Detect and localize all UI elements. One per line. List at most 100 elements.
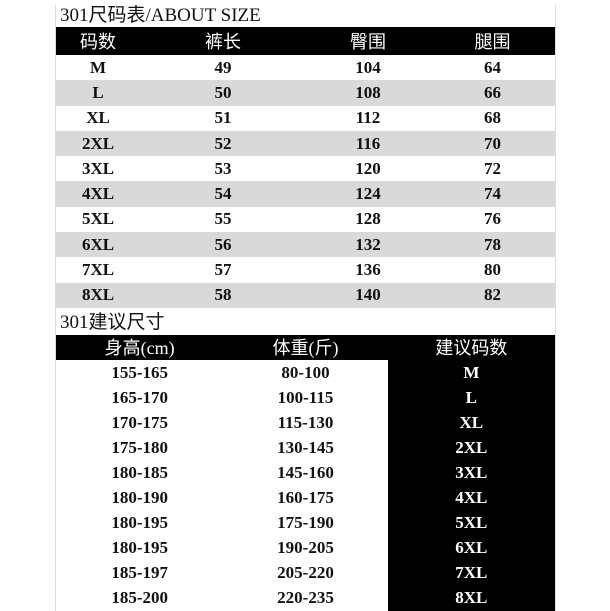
size-table-header: 码数 裤长 臀围 腿围 [56,27,555,55]
table-row: M 49 104 64 [56,55,555,80]
table-cell: 132 [355,234,381,254]
header-cell: 腿围 [474,32,511,52]
table-cell: 56 [214,234,232,254]
header-cell: 建议码数 [387,334,555,360]
table-cell: 5XL [387,510,555,536]
table-row: 3XL 53 120 72 [56,156,555,181]
table-cell: 175-180 [111,437,168,457]
table-cell: 128 [355,209,381,229]
table-cell: 2XL [387,435,555,461]
table-row: 180-185 145-160 3XL [56,460,555,486]
table-row: 4XL 54 124 74 [56,181,555,207]
table-cell: 52 [214,133,232,153]
table-cell: 51 [214,108,232,128]
table-cell: 104 [355,57,381,77]
table-cell: L [387,385,555,411]
table-row: 185-197 205-220 7XL [56,560,555,586]
table-cell: 120 [355,158,381,178]
table-cell: 78 [484,234,501,254]
table-cell: 55 [214,209,232,229]
header-cell: 身高(cm) [104,338,175,359]
table-cell: 82 [484,285,501,305]
table-cell: 66 [484,82,501,102]
table-cell: 205-220 [277,563,334,583]
table-cell: L [92,82,104,102]
header-cell: 码数 [80,32,116,52]
table-row: 6XL 56 132 78 [56,232,555,258]
table-cell: 50 [214,82,232,102]
table-cell: 4XL [81,184,115,204]
table-cell: XL [387,410,555,436]
table-row: XL 51 112 68 [56,106,555,131]
size-chart: 301尺码表/ABOUT SIZE 码数 裤长 臀围 腿围 M 49 104 64 L 5… [55,5,556,611]
table-cell: 180-195 [111,538,168,558]
table-cell: 180-195 [111,513,168,533]
table-cell: 136 [355,260,381,280]
table-cell: 100-115 [277,387,334,407]
table-cell: 4XL [387,485,555,511]
table-cell: 140 [355,285,381,305]
table-cell: 180-185 [111,462,168,482]
table-cell: 3XL [387,460,555,486]
table-cell: 8XL [387,585,555,611]
table-cell: M [89,57,107,77]
table-row: 5XL 55 128 76 [56,207,555,232]
table-cell: 108 [355,82,381,102]
table-cell: 54 [214,184,232,204]
header-cell: 体重(斤) [272,338,339,359]
table-cell: 185-197 [111,563,168,583]
table-cell: 76 [484,209,501,229]
table-cell: 70 [484,133,501,153]
table-cell: 160-175 [277,487,334,507]
table-cell: 57 [214,260,232,280]
table-row: 7XL 57 136 80 [56,257,555,282]
recommend-table-header: 身高(cm) 体重(斤) 建议码数 [56,334,555,360]
table-row: 180-190 160-175 4XL [56,485,555,511]
table-cell: 7XL [81,260,115,280]
table-cell: 185-200 [111,588,168,608]
recommend-table-title: 301建议尺寸 [60,311,165,333]
table-row: 180-195 190-205 6XL [56,535,555,561]
table-cell: 3XL [81,158,115,178]
table-cell: 49 [214,57,232,77]
table-cell: 6XL [81,234,115,254]
table-cell: 180-190 [111,487,168,507]
table-cell: 53 [214,158,232,178]
table-row: L 50 108 66 [56,80,555,106]
table-cell: 2XL [81,133,115,153]
table-row: 180-195 175-190 5XL [56,510,555,536]
table-cell: 80 [484,260,501,280]
table-cell: 80-100 [281,362,330,382]
header-cell: 裤长 [205,32,241,52]
table-cell: 130-145 [277,437,334,457]
header-cell: 臀围 [350,32,386,52]
size-table-title: 301尺码表/ABOUT SIZE [60,5,261,26]
table-row: 175-180 130-145 2XL [56,435,555,461]
table-cell: 7XL [387,560,555,586]
table-cell: 6XL [387,535,555,561]
table-cell: 72 [484,158,501,178]
table-cell: 175-190 [277,513,334,533]
table-cell: 165-170 [111,387,168,407]
table-cell: 5XL [81,209,115,229]
table-cell: XL [86,108,110,128]
size-table-body: M 49 104 64 L 50 108 66 XL 51 112 68 2XL 52 116 70 3XL 53… [56,55,555,308]
table-cell: 170-175 [111,412,168,432]
table-cell: 116 [355,133,381,153]
table-cell: 190-205 [277,538,334,558]
table-row: 8XL 58 140 82 [56,282,555,308]
table-cell: 155-165 [111,362,168,382]
table-cell: 112 [355,108,381,128]
table-cell: 124 [355,184,381,204]
table-row: 2XL 52 116 70 [56,130,555,157]
table-row: 165-170 100-115 L [56,385,555,411]
table-cell: 8XL [81,285,115,305]
table-cell: 220-235 [277,588,334,608]
table-row: 155-165 80-100 M [56,359,555,386]
table-row: 170-175 115-130 XL [56,410,555,436]
recommend-table-body: 155-165 80-100 M 165-170 100-115 L 170-175 115-… [56,359,555,611]
table-cell: M [387,359,555,386]
table-cell: 64 [484,57,501,77]
table-cell: 74 [484,184,501,204]
table-cell: 145-160 [277,462,334,482]
